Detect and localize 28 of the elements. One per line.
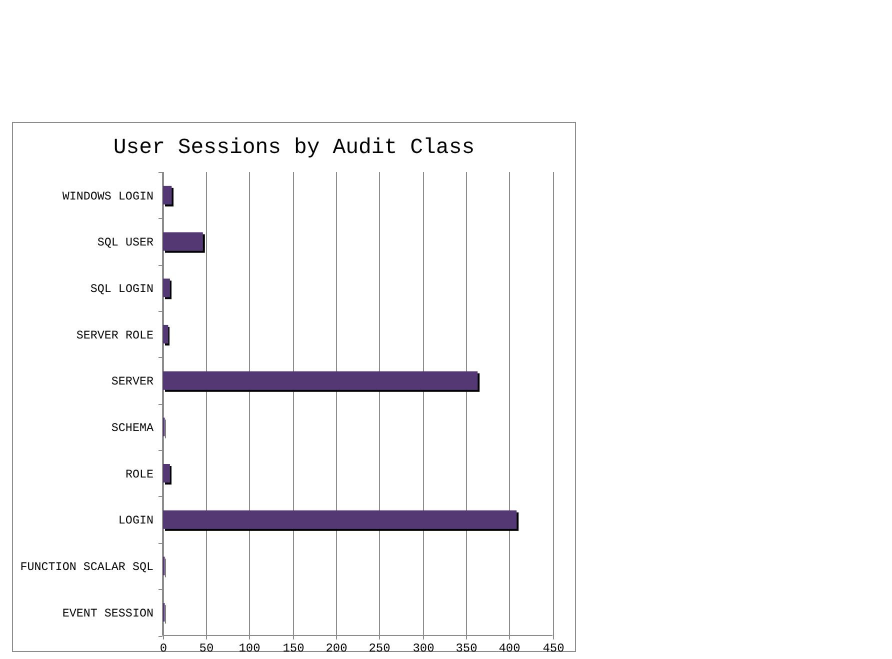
y-tick-label: SERVER (111, 374, 154, 389)
bar (163, 324, 168, 344)
y-tick-label: FUNCTION SCALAR SQL (20, 560, 154, 574)
y-tick-label: WINDOWS LOGIN (62, 189, 154, 204)
x-tick-label: 50 (199, 642, 214, 656)
bar (163, 278, 170, 298)
bar (163, 232, 203, 251)
y-tick-label: SQL LOGIN (90, 282, 154, 296)
y-tick-label: LOGIN (118, 514, 154, 528)
x-tick-label: 200 (326, 642, 348, 656)
y-tick-label: SCHEMA (111, 421, 154, 436)
y-tick-label: SQL USER (97, 236, 154, 250)
bar (163, 464, 170, 483)
x-tick-label: 400 (498, 642, 520, 656)
x-tick-label: 0 (160, 642, 168, 656)
y-tick-label: ROLE (125, 467, 154, 482)
x-tick-label: 150 (282, 642, 304, 656)
chart-title: User Sessions by Audit Class (113, 136, 475, 160)
x-tick-label: 250 (368, 642, 390, 656)
y-tick-label: SERVER ROLE (76, 328, 154, 342)
x-tick-label: 100 (238, 642, 260, 656)
bar (163, 371, 478, 390)
bar (163, 510, 517, 529)
x-tick-label: 450 (542, 642, 564, 656)
x-tick-label: 350 (456, 642, 478, 656)
x-tick-label: 300 (412, 642, 434, 656)
y-tick-label: EVENT SESSION (62, 606, 154, 620)
bar (163, 186, 172, 204)
